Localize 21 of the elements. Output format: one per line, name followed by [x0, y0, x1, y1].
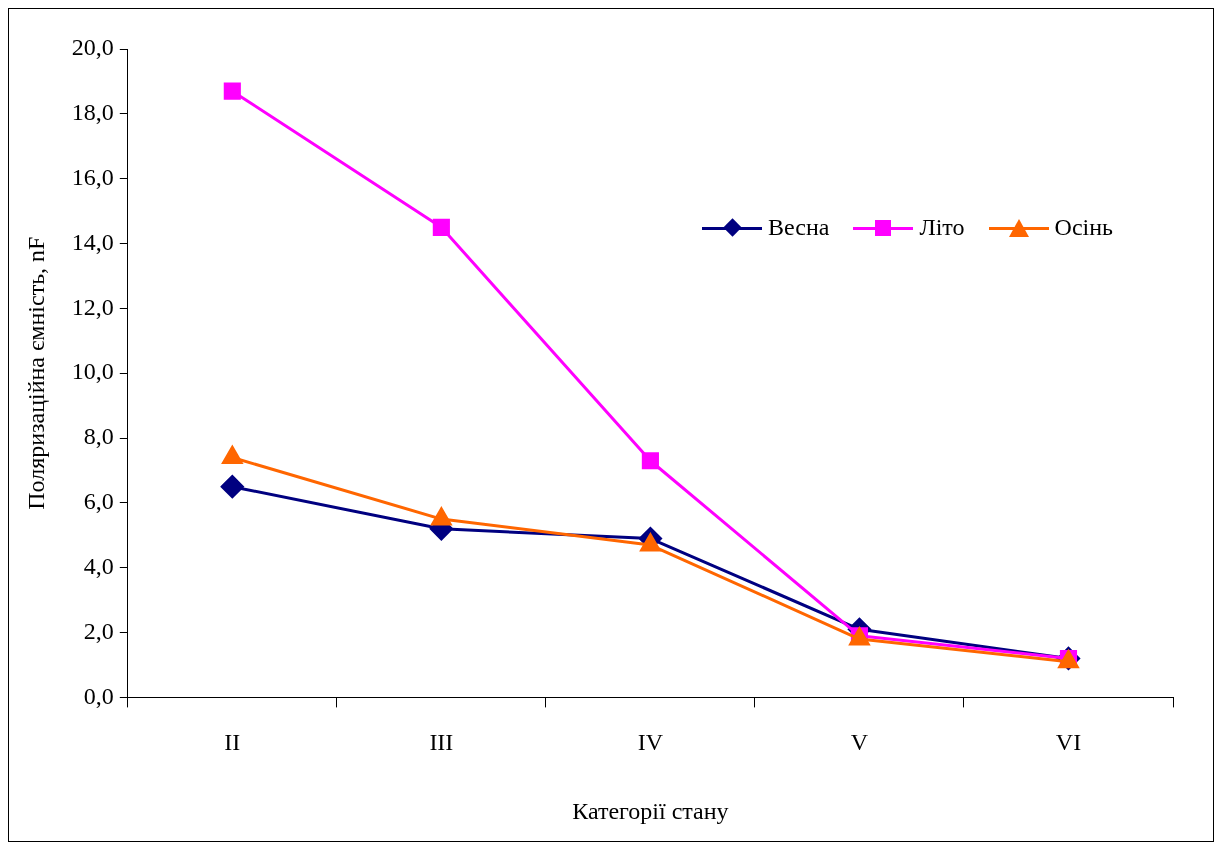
- x-tick-label: II: [224, 729, 241, 756]
- y-axis-title: Поляризаційна ємність, nF: [22, 236, 49, 510]
- y-tick-label: 20,0: [71, 34, 114, 61]
- x-tick-label: V: [850, 729, 869, 756]
- x-axis-title: Категорії стану: [572, 797, 729, 824]
- y-tick-label: 0,0: [83, 682, 114, 709]
- y-tick-label: 14,0: [71, 228, 114, 255]
- y-tick-label: 2,0: [83, 617, 114, 644]
- y-tick-label: 12,0: [71, 293, 114, 320]
- y-tick-label: 4,0: [83, 553, 114, 580]
- y-tick-label: 18,0: [71, 99, 114, 126]
- y-tick-label: 8,0: [83, 423, 114, 450]
- y-tick-label: 16,0: [71, 163, 114, 190]
- legend-label: Осінь: [1054, 214, 1113, 241]
- x-tick-label: IV: [637, 729, 664, 756]
- y-tick-label: 6,0: [83, 488, 114, 515]
- y-tick-label: 10,0: [71, 358, 114, 385]
- legend-label: Весна: [768, 214, 830, 241]
- x-tick-label: III: [429, 729, 454, 756]
- legend-label: Літо: [919, 214, 965, 241]
- x-tick-label: VI: [1055, 729, 1082, 756]
